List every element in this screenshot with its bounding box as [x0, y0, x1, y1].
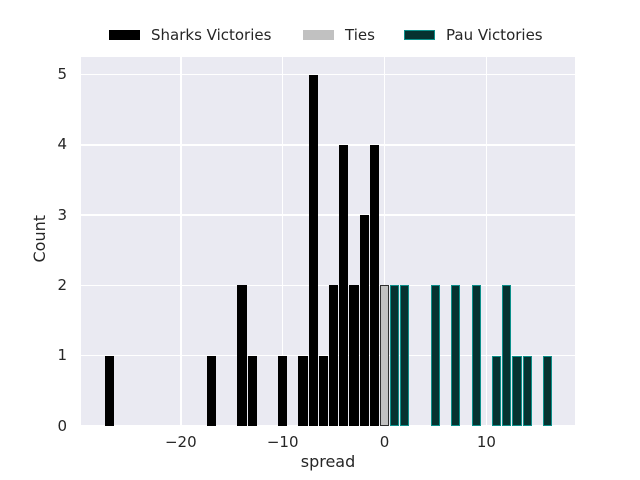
y-tick-label-1: 1: [57, 346, 67, 365]
x-tick-label-0: 0: [379, 433, 390, 451]
gridline-y-3: [81, 214, 575, 216]
bar-pau-spread-5: [430, 285, 441, 426]
bar-sharks-spread--10: [278, 355, 288, 426]
bar-sharks-spread--4: [339, 144, 349, 426]
bar-ties-spread-0: [379, 285, 390, 426]
legend-label-pau-victories: Pau Victories: [446, 26, 543, 44]
bar-pau-spread-9: [471, 285, 481, 426]
gridline-x--20: [180, 57, 182, 426]
legend-swatch-ties: [303, 30, 334, 40]
bar-pau-spread-1: [390, 285, 400, 426]
bar-pau-spread-2: [400, 285, 410, 426]
legend-item-pau-victories: Pau Victories: [404, 27, 543, 43]
plot-area: [81, 57, 575, 427]
bar-sharks-spread--27: [104, 355, 115, 426]
bar-sharks-spread--13: [247, 355, 257, 426]
gridline-y-1: [81, 355, 575, 357]
gridline-x-0: [383, 57, 386, 426]
gridline-y-4: [81, 144, 575, 146]
bar-pau-spread-13: [512, 355, 522, 426]
y-tick-label-5: 5: [57, 65, 67, 84]
bar-pau-spread-7: [451, 285, 461, 426]
gridline-y-2: [81, 284, 575, 287]
bar-sharks-spread--5: [329, 285, 339, 426]
bar-pau-spread-12: [502, 285, 512, 426]
gridline-y-0: [81, 425, 575, 427]
bar-sharks-spread--6: [318, 355, 328, 426]
x-axis-label: spread: [300, 452, 356, 471]
bar-sharks-spread--17: [206, 355, 216, 426]
bar-sharks-spread--14: [237, 285, 247, 426]
bar-pau-spread-16: [542, 355, 553, 426]
y-tick-label-2: 2: [57, 275, 67, 294]
bar-sharks-spread--2: [359, 215, 369, 426]
legend-label-sharks-victories: Sharks Victories: [151, 26, 272, 44]
bar-sharks-spread--7: [308, 74, 318, 426]
bar-pau-spread-14: [522, 355, 532, 426]
x-tick-label--10: −10: [266, 433, 299, 451]
x-tick-label-10: 10: [476, 433, 496, 451]
bar-sharks-spread--8: [298, 355, 308, 426]
gridline-x--10: [281, 57, 284, 426]
legend-item-ties: Ties: [303, 27, 375, 43]
bar-sharks-spread--1: [369, 144, 379, 426]
y-tick-label-4: 4: [57, 135, 67, 154]
y-tick-label-3: 3: [57, 205, 67, 224]
legend-swatch-pau-victories: [404, 30, 435, 40]
y-axis-label: Count: [30, 215, 49, 263]
legend-label-ties: Ties: [345, 26, 375, 44]
bar-pau-spread-11: [491, 355, 502, 426]
legend-swatch-sharks-victories: [109, 30, 140, 40]
bar-sharks-spread--3: [349, 285, 359, 426]
x-tick-label--20: −20: [164, 433, 197, 451]
gridline-y-5: [81, 73, 575, 76]
gridline-x-10: [485, 57, 488, 426]
legend-item-sharks-victories: Sharks Victories: [109, 27, 271, 43]
y-tick-label-0: 0: [57, 416, 67, 435]
